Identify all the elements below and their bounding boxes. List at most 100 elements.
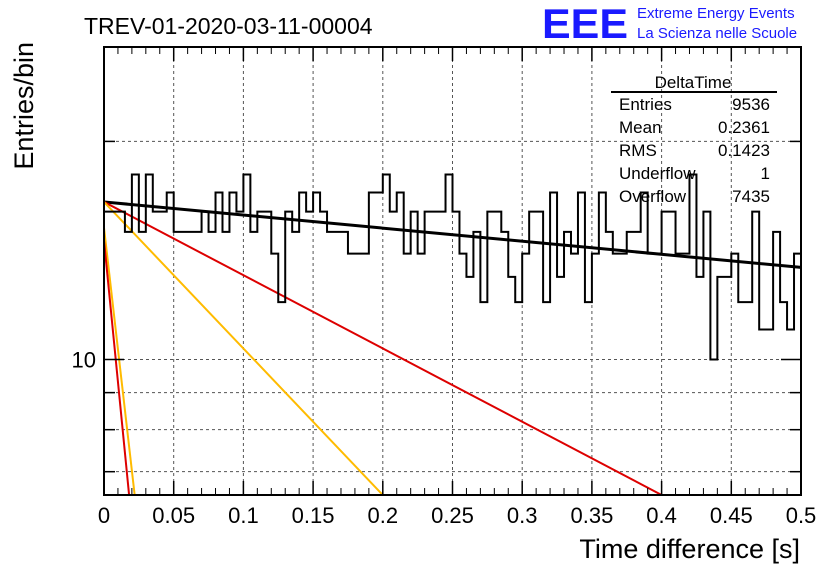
histogram-bin [501,230,508,234]
histogram [104,173,801,361]
histogram-bin [202,210,209,214]
histogram-bin [703,210,710,214]
histogram-bin [620,252,627,256]
stats-rms-label: RMS [619,141,657,160]
histogram-bin [327,230,334,234]
histogram-bin [418,252,425,256]
histogram-bin [264,210,271,214]
histogram-bin [613,252,620,256]
histogram-bin [731,252,738,256]
histogram-bin [592,252,599,256]
x-tick-label: 0.5 [786,503,817,528]
histogram-bin [724,275,731,279]
histogram-bin [564,230,571,234]
histogram-bin [313,191,320,195]
histogram-bin [571,252,578,256]
histogram-bin [216,191,223,195]
x-tick-label: 0.15 [292,503,335,528]
histogram-bin [752,210,759,214]
histogram-bin [306,210,313,214]
histogram-bin [710,357,717,361]
histogram-bin [766,327,773,331]
histogram-bin [522,252,529,256]
histogram-bin [132,173,139,177]
histogram-bin [738,300,745,304]
fit-curve-component [103,201,663,496]
histogram-bin [341,230,348,234]
histogram-bin [578,191,585,195]
histogram-bin [174,230,181,234]
org-name-line1: Extreme Energy Events [637,5,795,22]
histogram-bin [383,173,390,177]
histogram-bin [550,191,557,195]
histogram-bin [236,210,243,214]
histogram-bin [355,252,362,256]
histogram-bin [285,210,292,214]
x-tick-label: 0.3 [507,503,538,528]
stats-underflow-label: Underflow [619,164,696,183]
histogram-bin [787,327,794,331]
stats-overflow-label: Overflow [619,187,687,206]
histogram-bin [334,230,341,234]
histogram-bin [425,210,432,214]
stats-box: DeltaTime Entries 9536 Mean 0.2361 RMS 0… [611,73,777,206]
histogram-bin [362,252,369,256]
fit-curves [103,200,802,496]
histogram-bin [404,252,411,256]
histogram-bin [139,230,146,234]
histogram-bin [669,210,676,214]
histogram-bin [662,210,669,214]
histogram-bin [696,275,703,279]
histogram-bin [683,252,690,256]
x-tick-label: 0 [98,503,110,528]
histogram-bin [209,230,216,234]
histogram-bin [557,275,564,279]
histogram-bin [759,327,766,331]
stats-mean-label: Mean [619,118,662,137]
histogram-bin [271,252,278,256]
histogram-bin [348,252,355,256]
histogram-bin [104,210,111,214]
stats-mean-value: 0.2361 [718,118,770,137]
histogram-bin [111,210,118,214]
x-tick-label: 0.25 [431,503,474,528]
histogram-bin [299,191,306,195]
histogram-bin [606,230,613,234]
histogram-bin [153,210,160,214]
histogram-bin [222,230,229,234]
histogram-bin [278,300,285,304]
histogram-bin [508,275,515,279]
fit-curve-component [103,240,131,496]
histogram-bin [167,191,174,195]
histogram-bin [634,230,641,234]
histogram-bin [536,210,543,214]
run-title: TREV-01-2020-03-11-00004 [84,13,373,39]
histogram-bin [243,173,250,177]
histogram-bin [188,230,195,234]
y-tick-labels: 10 [72,347,96,372]
x-axis-label: Time difference [s] [579,534,800,564]
eee-logo: EEE [542,0,628,47]
histogram-bin [390,210,397,214]
fit-curve-component [103,201,384,496]
histogram-bin [369,191,376,195]
fit-curve-total [103,200,802,269]
histogram-bin [515,300,522,304]
y-tick-label: 10 [72,347,96,372]
histogram-bin [229,191,236,195]
histogram-bin [599,191,606,195]
histogram-bin [794,252,801,256]
histogram-bin [648,252,655,256]
histogram-bin [773,230,780,234]
stats-rms-value: 0.1423 [718,141,770,160]
stats-overflow-value: 7435 [732,187,770,206]
histogram-bin [780,300,787,304]
histogram-bin [160,210,167,214]
stats-underflow-value: 1 [761,164,770,183]
x-tick-label: 0.4 [646,503,677,528]
histogram-bin [397,191,404,195]
histogram-bin [446,173,453,177]
histogram-bin [655,252,662,256]
histogram-bin [432,210,439,214]
